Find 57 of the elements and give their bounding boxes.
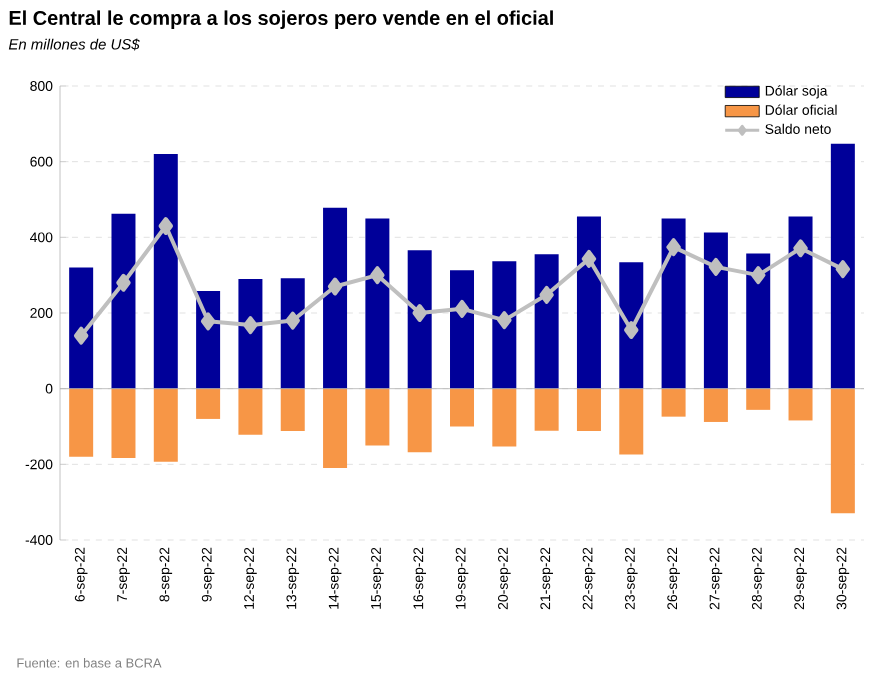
bar xyxy=(746,388,771,410)
point xyxy=(73,326,89,345)
bar xyxy=(830,388,855,514)
bar xyxy=(661,218,686,389)
bar xyxy=(407,388,432,453)
point xyxy=(285,311,300,330)
bar xyxy=(619,262,644,389)
bar xyxy=(280,278,305,389)
bar xyxy=(576,216,601,389)
bar xyxy=(153,154,178,389)
point xyxy=(708,257,724,276)
bar xyxy=(69,388,94,457)
point xyxy=(624,321,639,339)
bar xyxy=(788,388,813,421)
point xyxy=(835,260,851,279)
point xyxy=(454,299,470,318)
point xyxy=(581,249,597,268)
bar xyxy=(576,388,601,432)
bar xyxy=(238,388,263,435)
bar xyxy=(323,207,348,389)
bar xyxy=(619,388,644,455)
bar xyxy=(661,388,686,417)
bar xyxy=(703,232,728,389)
point xyxy=(497,311,512,330)
bar xyxy=(830,143,855,389)
bar xyxy=(450,388,475,427)
point xyxy=(158,217,174,235)
point xyxy=(116,273,131,292)
point xyxy=(327,277,343,296)
bar xyxy=(703,388,728,422)
point xyxy=(370,266,385,285)
point xyxy=(412,304,427,322)
bar xyxy=(407,250,432,389)
bar xyxy=(365,218,390,389)
point xyxy=(750,266,766,285)
bar xyxy=(196,388,221,419)
bar xyxy=(323,388,348,469)
bar xyxy=(69,267,94,389)
point xyxy=(539,285,554,304)
chart-title: El Central le compra a los sojeros pero vende en el oficial xyxy=(9,10,553,29)
bar xyxy=(534,254,559,389)
point xyxy=(666,238,681,257)
bar xyxy=(111,388,136,458)
bar xyxy=(788,216,813,389)
bar xyxy=(280,388,305,432)
bar xyxy=(153,388,178,462)
point xyxy=(243,316,258,335)
point xyxy=(200,312,216,331)
bar xyxy=(492,261,517,389)
bar xyxy=(534,388,559,431)
bar xyxy=(111,213,136,389)
bar xyxy=(365,388,390,446)
bar xyxy=(450,270,475,389)
bar xyxy=(492,388,517,447)
bar xyxy=(746,253,771,389)
bar xyxy=(238,278,263,389)
point xyxy=(793,239,808,258)
